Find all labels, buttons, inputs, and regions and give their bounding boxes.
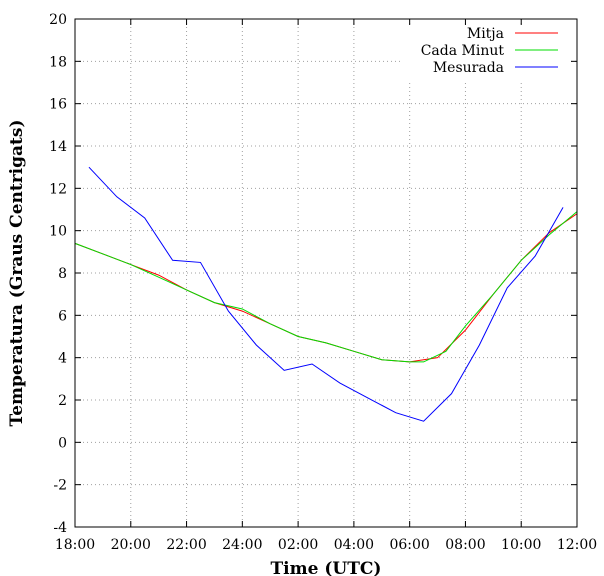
x-tick-label: 20:00 bbox=[111, 537, 151, 553]
series-line-cada-minut bbox=[74, 211, 578, 363]
y-tick-label: 8 bbox=[58, 266, 67, 282]
y-tick-label: -4 bbox=[53, 520, 67, 536]
y-tick-label: -2 bbox=[53, 478, 67, 494]
y-tick-label: 4 bbox=[58, 351, 67, 367]
legend-background bbox=[400, 25, 569, 82]
legend-label: Cada Minut bbox=[421, 43, 505, 59]
y-tick-label: 12 bbox=[49, 181, 67, 197]
x-tick-label: 02:00 bbox=[278, 537, 318, 553]
y-tick-label: 10 bbox=[49, 224, 67, 240]
y-tick-label: 6 bbox=[58, 308, 67, 324]
x-tick-label: 06:00 bbox=[389, 537, 429, 553]
x-axis-label: Time (UTC) bbox=[271, 559, 382, 576]
tick-layer: -4 -2 0 2 4 6 8 10 12 14 16 18 20 18:00 20:00 22:00 24:0… bbox=[49, 12, 597, 553]
legend-label: Mesurada bbox=[433, 60, 504, 76]
x-tick-label: 22:00 bbox=[166, 537, 206, 553]
series-layer bbox=[74, 166, 578, 422]
x-tick-label: 18:00 bbox=[55, 537, 95, 553]
x-tick-label: 12:00 bbox=[557, 537, 597, 553]
y-axis-label: Temperatura (Graus Centrigats) bbox=[7, 119, 27, 426]
x-tick-label: 24:00 bbox=[222, 537, 262, 553]
y-tick-label: 0 bbox=[58, 435, 67, 451]
series-line-mesurada bbox=[88, 166, 564, 422]
x-tick-label: 04:00 bbox=[334, 537, 374, 553]
legend-label: Mitja bbox=[467, 26, 504, 42]
x-tick-label: 10:00 bbox=[501, 537, 541, 553]
y-tick-label: 18 bbox=[49, 54, 67, 70]
y-tick-label: 20 bbox=[49, 12, 67, 28]
x-tick-label: 08:00 bbox=[445, 537, 485, 553]
y-tick-label: 2 bbox=[58, 393, 67, 409]
y-tick-label: 16 bbox=[49, 97, 67, 113]
series-line-mitja bbox=[74, 213, 578, 363]
y-tick-label: 14 bbox=[49, 139, 67, 155]
